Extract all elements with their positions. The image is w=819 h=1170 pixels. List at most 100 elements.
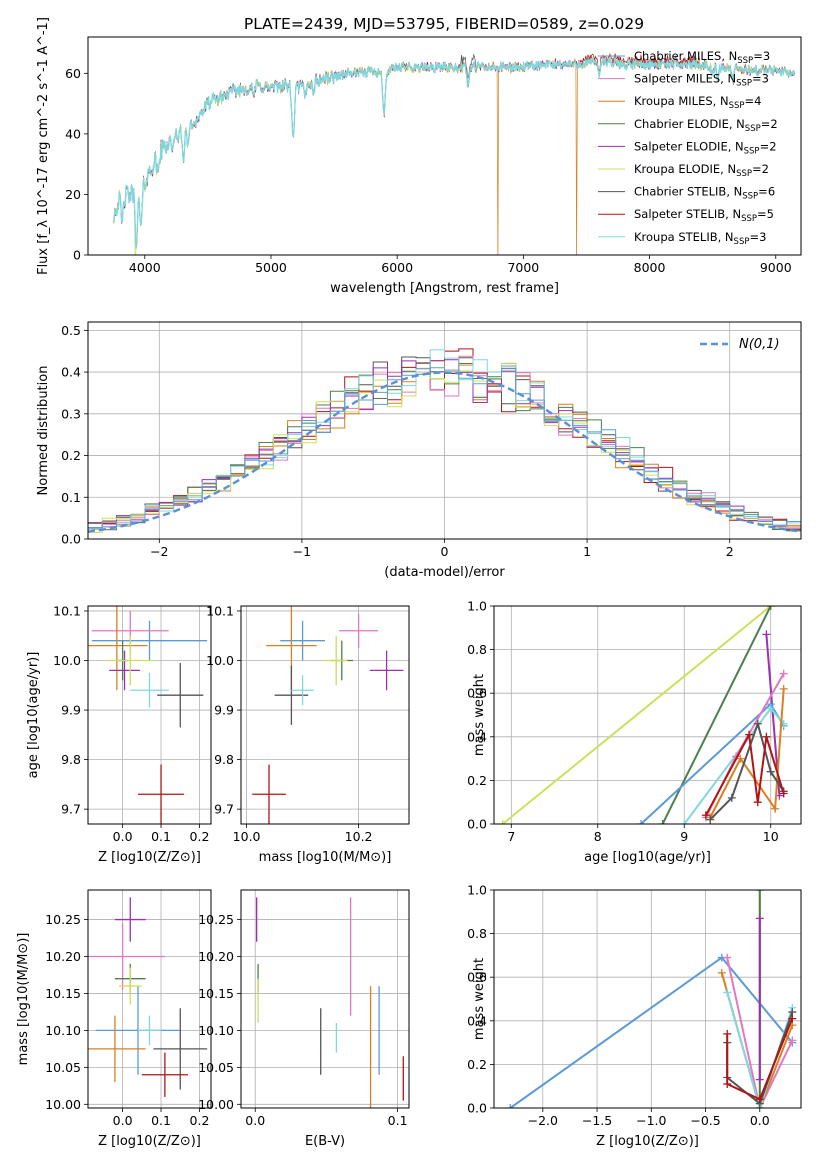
weight-marker xyxy=(723,1080,732,1089)
y-tick-label: 9.7 xyxy=(214,802,234,817)
x-tick-label: 0 xyxy=(441,544,449,559)
weight-marker xyxy=(766,606,775,610)
x-axis-label: wavelength [Angstrom, rest frame] xyxy=(330,281,559,296)
errorbar-kroupa_elodie xyxy=(325,635,348,686)
x-tick-label: 0.2 xyxy=(190,1113,210,1128)
weight-marker xyxy=(755,1095,764,1104)
x-tick-label: 10.0 xyxy=(233,829,261,844)
x-tick-label: −1 xyxy=(293,544,311,559)
y-tick-label: 10.20 xyxy=(198,949,234,964)
errorbar-salpeter_miles xyxy=(339,613,379,649)
legend-nssp-equals: = xyxy=(749,230,759,244)
x-tick-label: 10 xyxy=(763,829,779,844)
x-tick-label: 0.1 xyxy=(151,829,171,844)
x-tick-label: 0.0 xyxy=(113,1113,133,1128)
axes-frame xyxy=(87,605,212,825)
x-tick-label: 8 xyxy=(594,829,602,844)
y-tick-label: 10.15 xyxy=(198,986,234,1001)
weight-marker xyxy=(723,988,732,997)
y-axis-label: age [log10(age/yr)] xyxy=(26,652,41,779)
errorbar-kroupa_stelib xyxy=(130,672,169,708)
residual-legend: N(0,1) xyxy=(700,337,780,352)
x-tick-label: 7 xyxy=(507,829,515,844)
y-tick-label: 10.15 xyxy=(45,986,81,1001)
weight-marker xyxy=(755,1075,764,1084)
y-tick-label: 0.0 xyxy=(467,1101,487,1116)
legend-nssp-value: 4 xyxy=(754,94,761,108)
weight-marker xyxy=(727,793,736,802)
weight-marker xyxy=(701,811,710,820)
errorbar-chabrier_stelib xyxy=(157,662,204,728)
weight-marker xyxy=(658,820,667,824)
errorbar-salpeter_stelib xyxy=(252,764,286,824)
weight-marker xyxy=(771,804,780,813)
legend-label-salpeter_elodie: Salpeter ELODIE, NSSP=2 xyxy=(634,139,777,156)
panel-z_mass: 0.0 0.1 0.2 10.00 10.05 10.10 10.15 10.20 10.25 Z… xyxy=(16,889,212,1149)
x-tick-label: 0.0 xyxy=(245,1113,265,1128)
y-tick-label: 10.05 xyxy=(198,1060,234,1075)
legend-nssp-value: 2 xyxy=(769,139,776,153)
y-tick-label: 0.0 xyxy=(61,532,81,547)
x-tick-label: 6000 xyxy=(381,260,413,275)
legend-nssp-equals: = xyxy=(744,94,754,108)
y-tick-label: 10.10 xyxy=(45,1023,81,1038)
y-tick-label: 10.1 xyxy=(206,603,234,618)
y-tick-label: 10.05 xyxy=(45,1060,81,1075)
legend-nssp-subscript: SSP xyxy=(736,79,752,89)
x-tick-label: 2 xyxy=(726,544,734,559)
y-tick-label: 10.0 xyxy=(53,653,81,668)
y-tick-label: 10.1 xyxy=(53,603,81,618)
axes-frame xyxy=(240,889,410,1109)
legend-label-kroupa_elodie: Kroupa ELODIE, NSSP=2 xyxy=(634,162,769,179)
histogram-kroupa_stelib xyxy=(88,349,801,529)
weight-series-salpeter_stelib xyxy=(701,730,788,820)
legend-nssp-value: 2 xyxy=(762,162,769,176)
weight-marker xyxy=(766,767,775,776)
weight-marker xyxy=(762,630,771,639)
legend-label-kroupa_miles: Kroupa MILES, NSSP=4 xyxy=(634,94,761,111)
y-axis-label: Flux [f_λ 10^-17 erg cm^-2 s^-1 A^-1] xyxy=(36,17,51,275)
legend-nssp-subscript: SSP xyxy=(741,214,757,224)
legend-nssp-prefix: , N xyxy=(728,139,744,153)
plot-area-ebv_mass xyxy=(256,897,404,1108)
errorbar-kroupa_stelib xyxy=(137,1015,162,1046)
legend-nssp-equals: = xyxy=(752,162,762,176)
x-tick-label: −1.0 xyxy=(636,1113,666,1128)
x-tick-label: 0.1 xyxy=(151,1113,171,1128)
legend-nssp-value: 2 xyxy=(770,117,777,131)
legend-model-name: Salpeter STELIB xyxy=(634,207,725,221)
plot-area-z_weight xyxy=(506,890,797,1108)
plot-area-z_age xyxy=(88,606,208,824)
x-tick-label: 0.0 xyxy=(113,829,133,844)
legend-nssp-value: 3 xyxy=(762,72,769,86)
weight-series-salpeter_stelib xyxy=(723,1014,797,1104)
gaussian-reference-curve xyxy=(88,371,801,533)
y-tick-label: 0.4 xyxy=(467,1013,487,1028)
legend-nssp-subscript: SSP xyxy=(729,101,745,111)
errorbar-kroupa_stelib xyxy=(291,675,314,706)
x-tick-label: 9000 xyxy=(760,260,792,275)
errorbar-salpeter_elodie xyxy=(114,897,146,942)
x-tick-label: −2.0 xyxy=(528,1113,558,1128)
y-tick-label: 0.4 xyxy=(61,365,81,380)
legend-nssp-prefix: , N xyxy=(729,117,745,131)
weight-marker xyxy=(779,669,788,678)
legend-model-name: Chabrier ELODIE xyxy=(634,117,729,131)
y-tick-label: 9.9 xyxy=(214,703,234,718)
plot-area-spectrum xyxy=(112,52,796,255)
x-tick-label: −0.5 xyxy=(690,1113,720,1128)
legend-nssp-subscript: SSP xyxy=(736,169,752,179)
errorbar-kroupa_miles xyxy=(88,606,148,691)
weight-marker xyxy=(753,798,762,807)
y-tick-label: 0.0 xyxy=(467,817,487,832)
weight-line xyxy=(726,957,794,1108)
y-tick-label: 10.20 xyxy=(45,949,81,964)
weight-series-chabrier_miles xyxy=(637,700,788,824)
legend-model-name: Salpeter ELODIE xyxy=(634,139,728,153)
x-axis-label: mass [log10(M/M⊙)] xyxy=(259,850,392,865)
errorbar-salpeter_elodie xyxy=(369,650,404,691)
axes-frame xyxy=(240,605,410,825)
legend-nssp-equals: = xyxy=(760,139,770,153)
y-tick-label: 0.2 xyxy=(467,1057,487,1072)
plot-area-mass_age xyxy=(252,606,404,824)
